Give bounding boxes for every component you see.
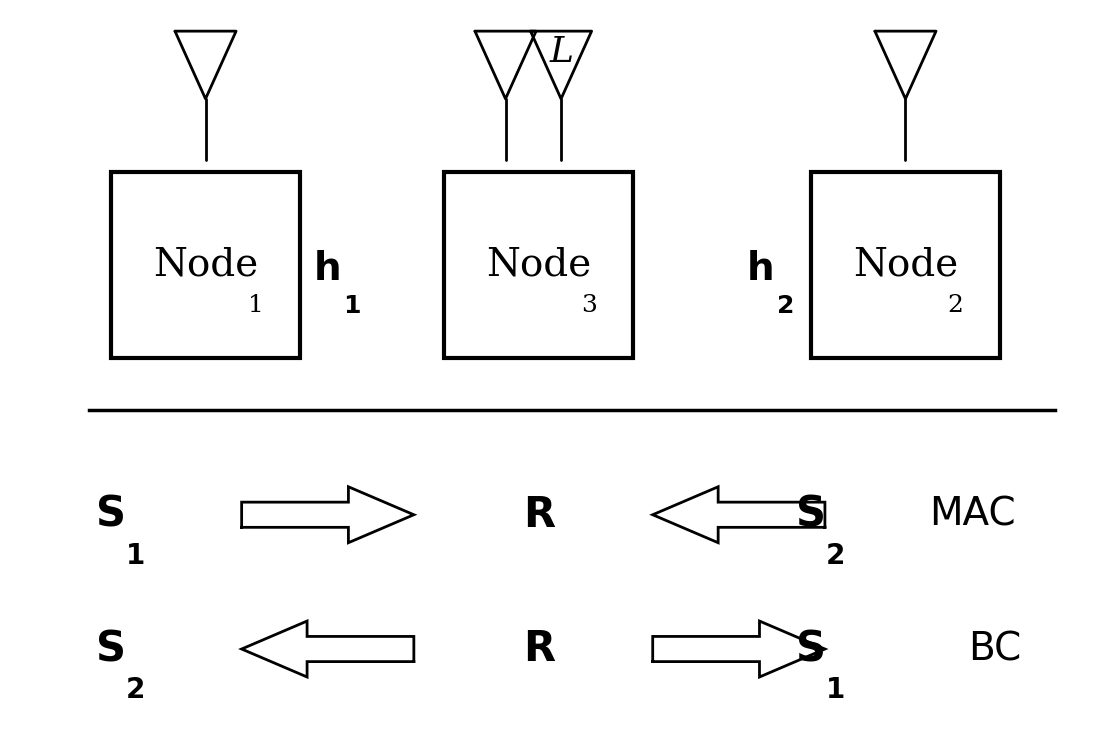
Text: 2: 2 [948, 295, 963, 317]
Text: S: S [795, 494, 827, 536]
Text: h: h [314, 250, 341, 287]
Text: BC: BC [968, 630, 1021, 668]
Polygon shape [652, 621, 824, 677]
Text: R: R [523, 628, 554, 670]
Text: L: L [549, 35, 573, 69]
Text: S: S [96, 494, 127, 536]
Text: 1: 1 [248, 295, 263, 317]
Polygon shape [652, 487, 824, 543]
Text: Node: Node [853, 246, 958, 283]
Polygon shape [241, 487, 413, 543]
Text: R: R [523, 494, 554, 536]
Text: 2: 2 [126, 676, 146, 704]
Text: 3: 3 [581, 295, 597, 317]
Text: MAC: MAC [929, 496, 1015, 533]
Polygon shape [241, 621, 413, 677]
FancyBboxPatch shape [811, 172, 1000, 358]
Text: 2: 2 [825, 542, 845, 570]
Text: Node: Node [487, 246, 591, 283]
Text: Node: Node [153, 246, 258, 283]
Text: h: h [748, 250, 774, 287]
Text: S: S [795, 628, 827, 670]
Text: 1: 1 [126, 542, 146, 570]
Text: 2: 2 [777, 294, 794, 318]
Text: S: S [96, 628, 127, 670]
Text: 1: 1 [825, 676, 845, 704]
FancyBboxPatch shape [111, 172, 300, 358]
Text: 1: 1 [343, 294, 361, 318]
FancyBboxPatch shape [444, 172, 633, 358]
